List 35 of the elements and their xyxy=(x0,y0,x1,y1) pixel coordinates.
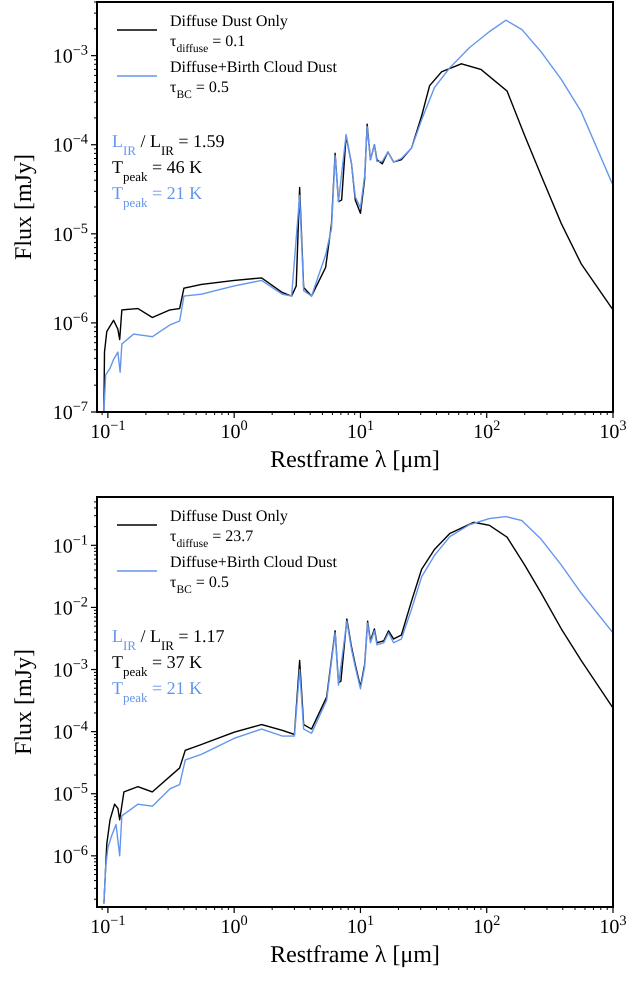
y-tick-label: 10$^{−3}$ xyxy=(52,42,88,68)
x-tick-label: 10$^{2}$ xyxy=(473,418,500,443)
legend-label: Diffuse Dust Only τ$_{diffuse}$ = 0.1 xyxy=(170,13,288,55)
x-tick-label: 10$^{−1}$ xyxy=(90,913,126,938)
x-tick-label: 10$^{1}$ xyxy=(346,913,374,938)
annotation: T$_{peak}$ = 21 K xyxy=(112,183,202,210)
x-axis-title: Restframe λ [μm] xyxy=(270,447,440,473)
annotation: L$_{IR}$ / L$_{IR}$ = 1.59 xyxy=(112,131,225,158)
y-tick-label: 10$^{−6}$ xyxy=(52,310,88,335)
x-tick-label: 10$^{2}$ xyxy=(473,913,500,938)
x-tick-label: 10$^{3}$ xyxy=(599,418,627,443)
legend-label: Diffuse+Birth Cloud Dust τ$_{BC}$ = 0.5 xyxy=(170,554,338,596)
annotation: T$_{peak}$ = 37 K xyxy=(112,652,202,678)
legend-label: Diffuse+Birth Cloud Dust τ$_{BC}$ = 0.5 xyxy=(170,59,338,101)
x-tick-label: 10$^{−1}$ xyxy=(90,418,126,443)
annotation: T$_{peak}$ = 21 K xyxy=(112,678,202,704)
x-tick-label: 10$^{1}$ xyxy=(346,418,374,443)
y-tick-label: 10$^{−3}$ xyxy=(52,656,88,682)
legend-label: Diffuse Dust Only τ$_{diffuse}$ = 23.7 xyxy=(170,508,288,550)
x-tick-label: 10$^{0}$ xyxy=(220,418,248,443)
y-tick-label: 10$^{−7}$ xyxy=(52,399,88,424)
y-tick-label: 10$^{−1}$ xyxy=(52,532,88,558)
annotation: T$_{peak}$ = 46 K xyxy=(112,157,202,184)
y-tick-label: 10$^{−5}$ xyxy=(52,220,88,246)
y-tick-label: 10$^{−2}$ xyxy=(52,594,88,620)
y-tick-label: 10$^{−4}$ xyxy=(52,132,88,157)
x-axis-title: Restframe λ [μm] xyxy=(270,942,440,968)
x-tick-label: 10$^{3}$ xyxy=(599,913,627,938)
y-tick-label: 10$^{−5}$ xyxy=(52,780,88,806)
y-tick-label: 10$^{−4}$ xyxy=(52,718,88,744)
x-tick-label: 10$^{0}$ xyxy=(220,913,248,938)
annotation: L$_{IR}$ / L$_{IR}$ = 1.17 xyxy=(112,626,225,652)
y-tick-label: 10$^{−6}$ xyxy=(52,842,88,868)
y-axis-title: Flux [mJy] xyxy=(11,648,37,756)
y-axis-title: Flux [mJy] xyxy=(11,154,37,260)
